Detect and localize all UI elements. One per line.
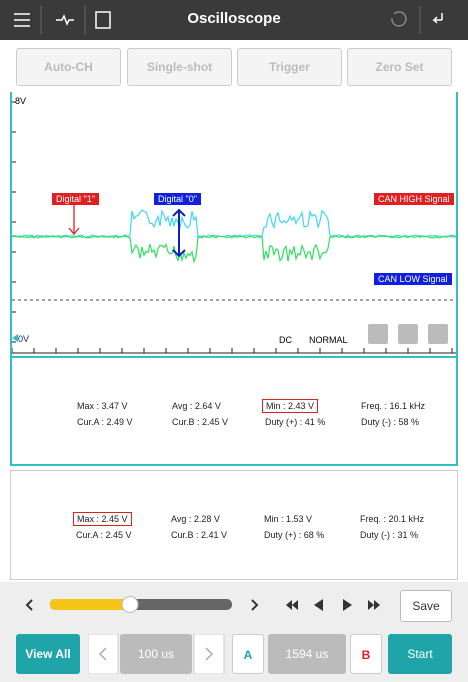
- cur-b: Cur.B : 2.41 V: [171, 530, 228, 540]
- cursor-b-button[interactable]: B: [350, 634, 382, 674]
- top-bar: Oscilloscope: [0, 0, 468, 40]
- cur-a: Cur.A : 2.45 V: [76, 530, 132, 540]
- cursor-delta: 1594 us: [268, 634, 346, 674]
- max: Max : 2.45 V: [73, 512, 132, 526]
- slider-thumb[interactable]: [121, 596, 139, 613]
- scope-icon-button: [368, 324, 388, 344]
- avg: Avg : 2.28 V: [171, 514, 220, 524]
- duty-plus: Duty (+) : 68 %: [264, 530, 325, 540]
- save-button[interactable]: Save: [400, 590, 452, 622]
- min: Min : 2.43 V: [262, 399, 319, 413]
- can-low-label: CAN LOW Signal: [374, 273, 452, 285]
- freq: Freq. : 16.1 kHz: [361, 401, 426, 411]
- digital-0-arrow: [172, 208, 186, 258]
- cursor-a-button[interactable]: A: [232, 634, 264, 674]
- zero-marker: [12, 334, 18, 342]
- min: Min : 1.53 V: [264, 514, 313, 524]
- digital-1-label: Digital "1": [52, 193, 99, 205]
- can-high-trace: [12, 209, 456, 238]
- start-button[interactable]: Start: [388, 634, 452, 674]
- duty-minus: Duty (-) : 58 %: [361, 417, 420, 427]
- duty-minus: Duty (-) : 31 %: [360, 530, 419, 540]
- single-shot-button[interactable]: Single-shot: [127, 48, 232, 86]
- trigger-button[interactable]: Trigger: [237, 48, 342, 86]
- freq: Freq. : 20.1 kHz: [360, 514, 425, 524]
- channel-panel-2[interactable]: Max : 2.45 V Avg : 2.28 V Min : 1.53 V F…: [10, 470, 458, 580]
- scope-icon-button: [398, 324, 418, 344]
- scope-screen: 8V 0V Digital "1" Digital "0" CAN HIGH S…: [10, 92, 458, 356]
- digital-1-arrow: [68, 204, 80, 236]
- avg: Avg : 2.64 V: [172, 401, 221, 411]
- max: Max : 3.47 V: [77, 401, 128, 411]
- time-arrows: [88, 634, 225, 674]
- time-div: 100 us: [120, 634, 192, 674]
- waveform: [12, 101, 456, 354]
- title: Oscilloscope: [187, 10, 281, 27]
- playback-controls: [25, 596, 380, 613]
- cur-a: Cur.A : 2.49 V: [77, 417, 133, 427]
- y-min-label: 0V: [18, 334, 30, 344]
- auto-ch-button[interactable]: Auto-CH: [16, 48, 121, 86]
- can-high-label: CAN HIGH Signal: [374, 193, 454, 205]
- duty-plus: Duty (+) : 41 %: [265, 417, 326, 427]
- mode: NORMAL: [309, 335, 348, 345]
- y-max-label: 8V: [15, 96, 27, 106]
- channel-panel-1[interactable]: Max : 3.47 V Avg : 2.64 V Min : 2.43 V F…: [10, 356, 458, 466]
- top-icons: [14, 6, 443, 34]
- slider-right[interactable]: [251, 599, 259, 611]
- digital-0-label: Digital "0": [154, 193, 201, 205]
- view-all-button[interactable]: View All: [16, 634, 80, 674]
- can-low-trace: [12, 235, 456, 264]
- cur-b: Cur.B : 2.45 V: [172, 417, 229, 427]
- zero-set-button[interactable]: Zero Set: [347, 48, 452, 86]
- slider-left[interactable]: [25, 599, 33, 611]
- scope-icon-button: [428, 324, 448, 344]
- coupling: DC: [279, 335, 292, 345]
